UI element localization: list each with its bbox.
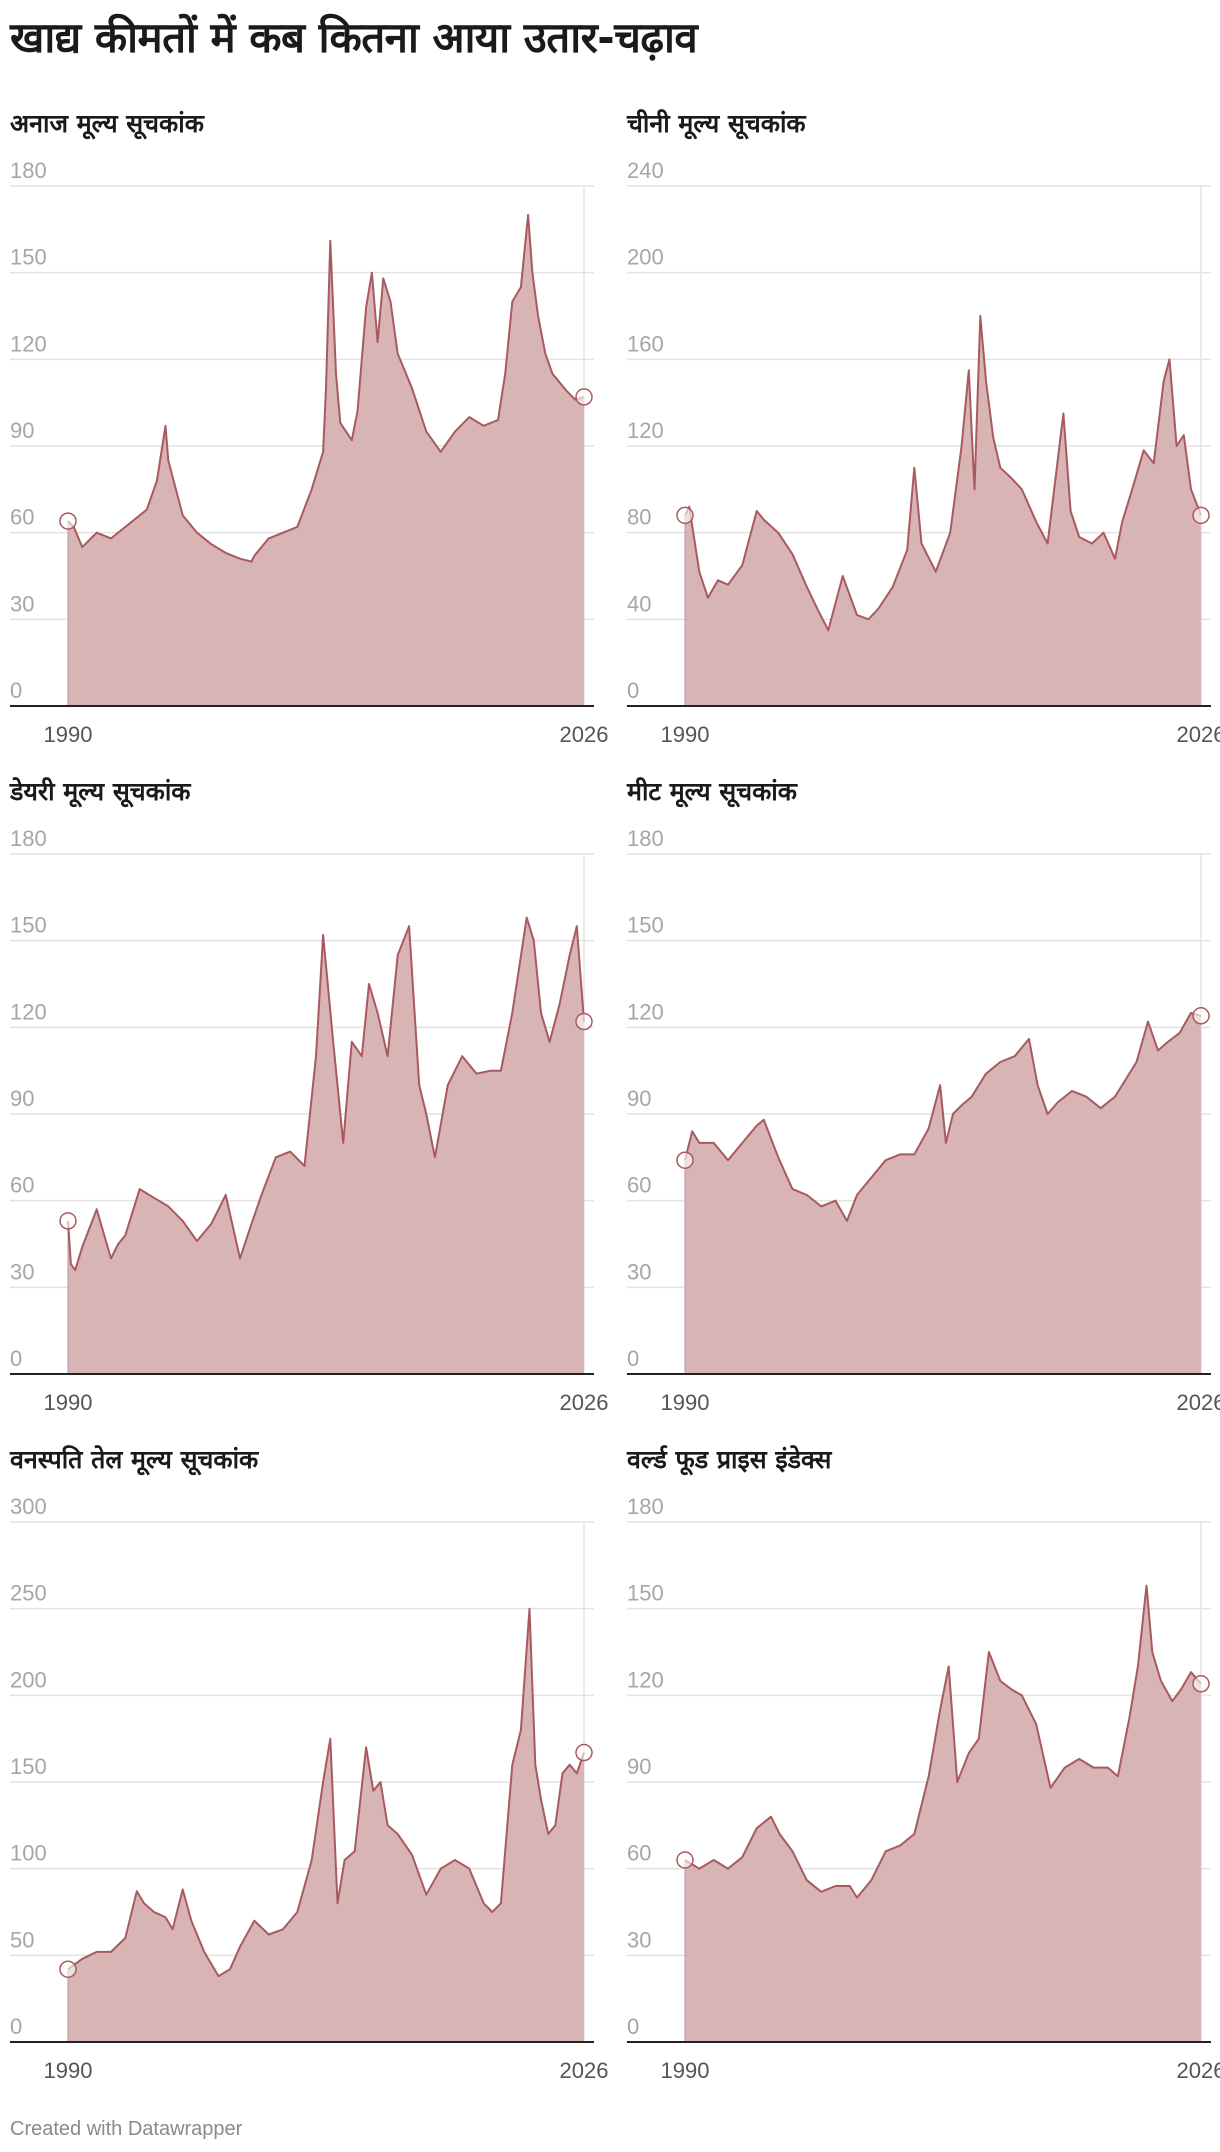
y-tick-label: 200: [627, 245, 664, 270]
x-tick-label: 1990: [661, 722, 710, 747]
y-tick-label: 90: [10, 418, 34, 443]
y-tick-label: 180: [10, 826, 47, 851]
start-marker: [59, 1960, 77, 1978]
y-tick-label: 150: [627, 1581, 664, 1606]
y-tick-label: 240: [627, 158, 664, 183]
y-tick-label: 90: [627, 1754, 651, 1779]
y-tick-label: 100: [10, 1841, 47, 1866]
x-tick-label: 1990: [44, 722, 93, 747]
area-fill: [68, 214, 584, 706]
y-tick-label: 30: [10, 1259, 34, 1284]
series-line: [684, 1584, 1202, 1899]
footer-credit: Created with Datawrapper: [10, 2118, 243, 2140]
area-fill: [685, 316, 1201, 706]
chart-title: अनाज मूल्य सूचकांक: [10, 109, 206, 140]
y-tick-label: 150: [10, 913, 47, 938]
y-tick-label: 80: [627, 505, 651, 530]
y-tick-label: 120: [627, 418, 664, 443]
y-tick-label: 50: [10, 1927, 34, 1952]
chart-panel-3: डेयरी मूल्य सूचकांक 0 30 60 90 120 150 180 1990 2…: [9, 777, 608, 1415]
y-tick-label: 150: [10, 1754, 47, 1779]
x-tick-label: 1990: [44, 2058, 93, 2083]
x-tick-label: 2026: [560, 1390, 609, 1415]
series-line: [67, 213, 585, 563]
chart-panel-1: अनाज मूल्य सूचकांक 0 30 60 90 120 150 180 1990 20…: [10, 109, 608, 747]
y-tick-label: 250: [10, 1581, 47, 1606]
y-tick-label: 120: [10, 331, 47, 356]
y-tick-label: 60: [10, 505, 34, 530]
area-fill: [685, 1585, 1201, 2042]
y-tick-label: 120: [627, 1667, 664, 1692]
x-tick-label: 1990: [661, 2058, 710, 2083]
series-line: [684, 315, 1202, 632]
y-tick-label: 120: [10, 999, 47, 1024]
y-tick-label: 0: [10, 2014, 22, 2039]
x-tick-label: 2026: [1177, 2058, 1220, 2083]
series-line: [67, 1607, 585, 1978]
series-line: [684, 1011, 1202, 1222]
y-tick-label: 200: [10, 1667, 47, 1692]
y-tick-label: 180: [627, 826, 664, 851]
chart-title: वर्ल्ड फूड प्राइस इंडेक्स: [626, 1445, 833, 1476]
end-marker: [1192, 1675, 1210, 1693]
end-marker: [575, 1012, 593, 1031]
y-tick-label: 30: [10, 591, 34, 616]
chart-panel-5: वनस्पति तेल मूल्य सूचकांक 0 50 100 150 200 250…: [9, 1445, 608, 2083]
y-tick-label: 0: [10, 1346, 22, 1371]
y-tick-label: 30: [627, 1259, 651, 1284]
y-tick-label: 0: [627, 678, 639, 703]
y-tick-label: 90: [627, 1086, 651, 1111]
y-tick-label: 30: [627, 1927, 651, 1952]
area-fill: [68, 917, 584, 1374]
area-fill: [68, 1608, 584, 2042]
y-tick-label: 150: [10, 245, 47, 270]
y-tick-label: 90: [10, 1086, 34, 1111]
chart-title: डेयरी मूल्य सूचकांक: [9, 777, 192, 808]
page-title: खाद्य कीमतों में कब कितना आया उतार-चढ़ाव: [10, 13, 698, 62]
area-fill: [685, 1012, 1201, 1374]
start-marker: [676, 1851, 694, 1869]
chart-panel-2: चीनी मूल्य सूचकांक 0 40 80 120 160 200 240 1990 2…: [626, 109, 1220, 747]
y-tick-label: 300: [10, 1494, 47, 1519]
y-tick-label: 120: [627, 999, 664, 1024]
chart-panel-6: वर्ल्ड फूड प्राइस इंडेक्स 0 30 60 90 120 150 18…: [626, 1445, 1220, 2083]
end-marker: [1192, 506, 1210, 525]
end-marker: [1192, 1007, 1210, 1025]
y-tick-label: 180: [10, 158, 47, 183]
chart-title: मीट मूल्य सूचकांक: [626, 777, 799, 808]
series-line: [67, 916, 585, 1271]
y-tick-label: 0: [627, 2014, 639, 2039]
start-marker: [676, 1151, 694, 1169]
x-tick-label: 1990: [661, 1390, 710, 1415]
start-marker: [676, 506, 694, 525]
chart-panel-4: मीट मूल्य सूचकांक 0 30 60 90 120 150 180 1990 202…: [626, 777, 1220, 1415]
end-marker: [575, 1743, 593, 1762]
y-tick-label: 0: [627, 1346, 639, 1371]
y-tick-label: 60: [627, 1173, 651, 1198]
y-tick-label: 60: [10, 1173, 34, 1198]
x-tick-label: 2026: [560, 2058, 609, 2083]
y-tick-label: 40: [627, 591, 651, 616]
chart-title: चीनी मूल्य सूचकांक: [626, 109, 807, 140]
x-tick-label: 2026: [1177, 722, 1220, 747]
y-tick-label: 0: [10, 678, 22, 703]
start-marker: [59, 1212, 77, 1230]
chart-title: वनस्पति तेल मूल्य सूचकांक: [9, 1445, 260, 1476]
y-tick-label: 150: [627, 913, 664, 938]
y-tick-label: 180: [627, 1494, 664, 1519]
x-tick-label: 1990: [44, 1390, 93, 1415]
end-marker: [575, 388, 593, 406]
x-tick-label: 2026: [560, 722, 609, 747]
y-tick-label: 60: [627, 1841, 651, 1866]
y-tick-label: 160: [627, 331, 664, 356]
start-marker: [59, 512, 77, 530]
x-tick-label: 2026: [1177, 1390, 1220, 1415]
